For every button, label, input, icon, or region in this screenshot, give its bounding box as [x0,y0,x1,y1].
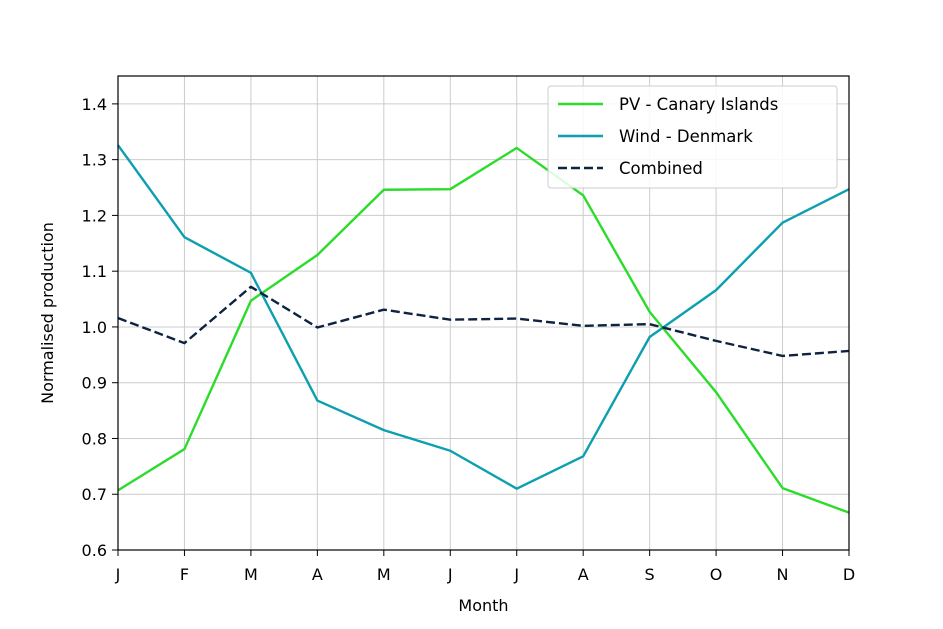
y-axis-label: Normalised production [38,222,57,404]
x-tick-label: N [777,565,789,584]
y-axis: 0.6 0.7 0.8 0.9 1.0 1.1 1.2 1.3 1.4 [82,95,118,560]
x-tick-label: M [377,565,391,584]
x-tick-label: S [645,565,655,584]
y-tick-label: 1.3 [82,151,107,170]
x-tick-label: J [447,565,453,584]
y-tick-label: 0.6 [82,541,107,560]
y-tick-label: 0.7 [82,485,107,504]
y-tick-label: 1.2 [82,206,107,225]
x-tick-label: J [115,565,121,584]
x-axis-label: Month [458,596,508,615]
y-tick-label: 1.4 [82,95,107,114]
plot-frame [117,75,850,551]
y-tick-label: 0.9 [82,374,107,393]
legend-box [547,85,838,189]
x-tick-label: M [244,565,258,584]
y-tick-label: 0.8 [82,429,107,448]
x-tick-label: A [312,565,323,584]
series-line-pv-canary-islands [117,146,850,514]
x-tick-label: F [180,565,189,584]
series-line-combined [117,285,850,358]
legend-label: Combined [619,159,703,178]
legend: PV - Canary Islands Wind - Denmark Combine… [547,85,838,189]
legend-label: Wind - Denmark [619,127,753,146]
x-tick-label: J [513,565,519,584]
x-tick-label: A [578,565,589,584]
y-tick-label: 1.1 [82,262,107,281]
series-layer [117,144,850,514]
y-tick-label: 1.0 [82,318,107,337]
x-tick-label: D [843,565,855,584]
series-line-wind-denmark [117,144,850,490]
x-tick-label: O [710,565,723,584]
legend-label: PV - Canary Islands [619,95,778,114]
